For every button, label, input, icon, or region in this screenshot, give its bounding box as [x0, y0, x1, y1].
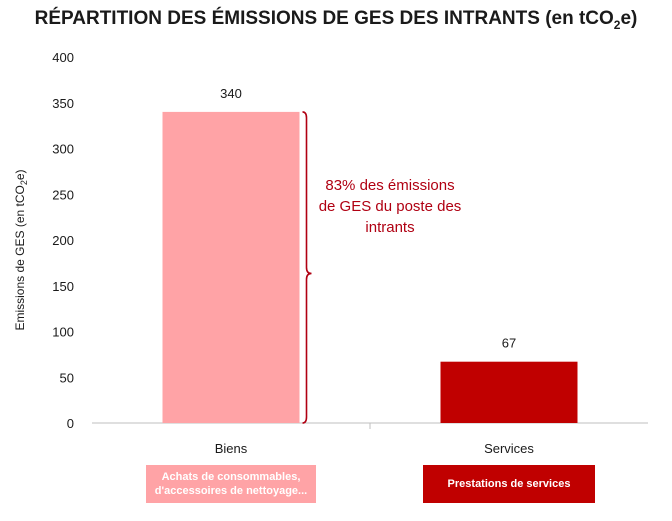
y-tick-label: 200 [52, 233, 74, 248]
annotation-bracket [302, 111, 312, 424]
y-tick-label: 150 [52, 279, 74, 294]
y-tick-label: 300 [52, 142, 74, 157]
annotation-text-line-1: 83% des émissions [325, 177, 454, 194]
category-label-services: Services [484, 441, 534, 456]
caption-services-line-1: Prestations de services [447, 478, 571, 490]
y-axis-label-subscript: 2 [19, 180, 29, 185]
caption-biens-line-2: d'accessoires de nettoyage... [154, 485, 308, 497]
y-tick-label: 0 [67, 416, 74, 431]
annotation-text-line-2: de GES du poste des [319, 198, 462, 215]
value-label-services: 67 [502, 336, 516, 351]
y-tick-label: 250 [52, 187, 74, 202]
chart-title-text: RÉPARTITION DES ÉMISSIONS DE GES DES INT… [34, 8, 614, 29]
caption-biens-line-1: Achats de consommables, [161, 471, 301, 483]
y-axis-label-suffix: e) [13, 169, 27, 180]
annotation-text-line-3: intrants [365, 219, 414, 236]
caption-biens: Achats de consommables, d'accessoires de… [146, 465, 316, 503]
value-label-biens: 340 [220, 86, 242, 101]
y-tick-label: 50 [60, 370, 74, 385]
chart-title-suffix: e) [620, 8, 638, 29]
caption-services: Prestations de services [423, 465, 595, 503]
y-tick-label: 400 [52, 50, 74, 65]
category-label-biens: Biens [215, 441, 248, 456]
bar-services [440, 361, 578, 423]
y-tick-label: 100 [52, 325, 74, 340]
y-tick-label: 350 [52, 96, 74, 111]
chart-title: RÉPARTITION DES ÉMISSIONS DE GES DES INT… [0, 8, 672, 32]
bar-biens [162, 111, 300, 424]
y-axis-label: Emissions de GES (en tCO2e) [13, 169, 29, 330]
y-axis-label-text: Emissions de GES (en tCO [13, 185, 27, 330]
chart-title-subscript: 2 [613, 17, 621, 32]
